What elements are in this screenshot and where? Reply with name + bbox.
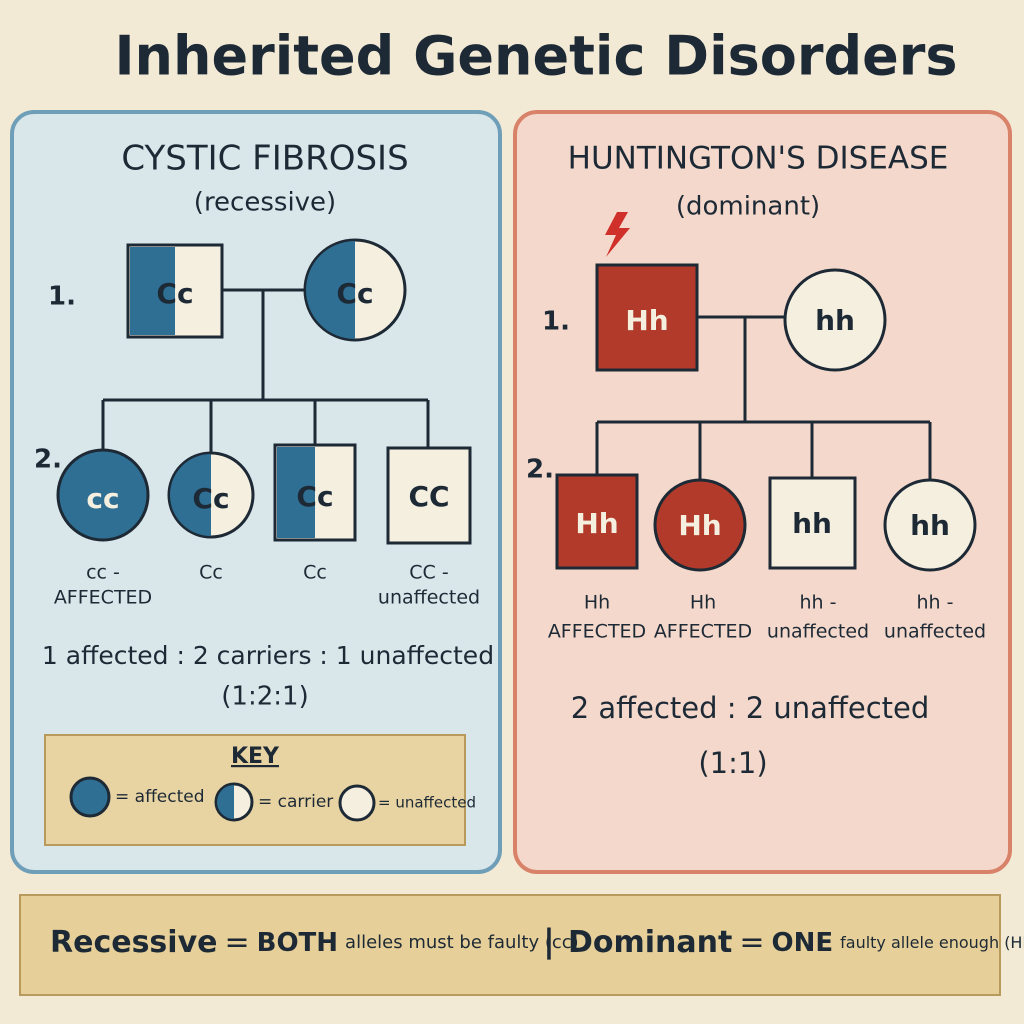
caption: unaffected bbox=[767, 621, 869, 643]
genotype: Cc bbox=[156, 277, 193, 310]
caption: hh - bbox=[800, 592, 837, 614]
child-symbol bbox=[768, 476, 857, 570]
parent-symbol bbox=[783, 268, 887, 372]
key-label: = carrier bbox=[258, 792, 333, 812]
child-symbol bbox=[555, 473, 639, 570]
genotype: hh bbox=[910, 509, 950, 542]
carrier-fill bbox=[277, 447, 315, 538]
caption: CC - bbox=[409, 562, 448, 584]
genotype: Hh bbox=[678, 509, 721, 542]
ratio-numeric: (1:2:1) bbox=[221, 682, 308, 712]
ratio: 2 affected : 2 unaffected bbox=[571, 691, 930, 725]
footer-banner bbox=[19, 894, 1001, 996]
panel-subtitle: (recessive) bbox=[194, 188, 336, 218]
genotype: Cc bbox=[336, 277, 373, 310]
equals: = bbox=[739, 925, 764, 960]
key-symbol bbox=[69, 776, 111, 818]
caption: Cc bbox=[199, 562, 223, 584]
footer-recessive: Recessive = BOTH alleles must be faulty … bbox=[50, 925, 579, 960]
panel-title: CYSTIC FIBROSIS bbox=[121, 139, 408, 179]
ratio: 1 affected : 2 carriers : 1 unaffected bbox=[42, 641, 494, 670]
emphasis: ONE bbox=[772, 928, 834, 958]
carrier-fill bbox=[130, 247, 175, 335]
key-label: = unaffected bbox=[378, 794, 476, 812]
carrier-fill bbox=[170, 454, 211, 536]
pedigree-lines bbox=[101, 288, 430, 453]
child-symbol bbox=[56, 448, 150, 542]
generation-label: 1. bbox=[48, 282, 76, 312]
term: Recessive bbox=[50, 925, 217, 960]
child-symbol bbox=[653, 478, 747, 572]
caption: cc - bbox=[86, 562, 120, 584]
parent-symbol bbox=[595, 263, 699, 372]
caption: unaffected bbox=[884, 621, 986, 643]
generation-label: 2. bbox=[526, 455, 554, 485]
emphasis: BOTH bbox=[257, 928, 338, 958]
key-symbol bbox=[338, 784, 376, 822]
rest: faulty allele enough (Hh) bbox=[840, 933, 1024, 952]
genotype: cc bbox=[86, 482, 119, 515]
genotype: hh bbox=[815, 304, 855, 337]
genotype: Hh bbox=[575, 507, 618, 540]
caption: Hh bbox=[690, 592, 716, 614]
genotype: Hh bbox=[625, 304, 668, 337]
panel-subtitle: (dominant) bbox=[676, 192, 820, 222]
lightning-icon bbox=[605, 212, 630, 257]
caption: Hh bbox=[584, 592, 610, 614]
caption: unaffected bbox=[378, 587, 480, 609]
caption: Cc bbox=[303, 562, 327, 584]
child-symbol bbox=[883, 478, 977, 572]
genotype: hh bbox=[792, 507, 832, 540]
caption: AFFECTED bbox=[548, 621, 646, 643]
generation-label: 1. bbox=[542, 307, 570, 337]
caption: AFFECTED bbox=[54, 587, 152, 609]
title: Inherited Genetic Disorders bbox=[114, 25, 957, 88]
key-label: = affected bbox=[115, 787, 205, 807]
footer-dominant: Dominant = ONE faulty allele enough (Hh) bbox=[568, 925, 1024, 960]
carrier-fill bbox=[217, 785, 234, 819]
pedigree-lines bbox=[595, 315, 932, 480]
ratio-numeric: (1:1) bbox=[698, 746, 767, 780]
equals: = bbox=[224, 925, 249, 960]
genotype: Cc bbox=[192, 482, 229, 515]
carrier-fill bbox=[306, 241, 355, 339]
term: Dominant bbox=[568, 925, 732, 960]
genotype: CC bbox=[408, 480, 449, 513]
genotype: Cc bbox=[296, 480, 333, 513]
rest: alleles must be faulty (cc) bbox=[345, 932, 579, 953]
key-title: KEY bbox=[231, 744, 280, 769]
caption: hh - bbox=[917, 592, 954, 614]
child-symbol bbox=[386, 446, 472, 545]
separator: | bbox=[543, 922, 555, 961]
key-box bbox=[44, 734, 466, 846]
generation-label: 2. bbox=[34, 445, 62, 475]
panel-title: HUNTINGTON'S DISEASE bbox=[568, 141, 949, 177]
caption: AFFECTED bbox=[654, 621, 752, 643]
